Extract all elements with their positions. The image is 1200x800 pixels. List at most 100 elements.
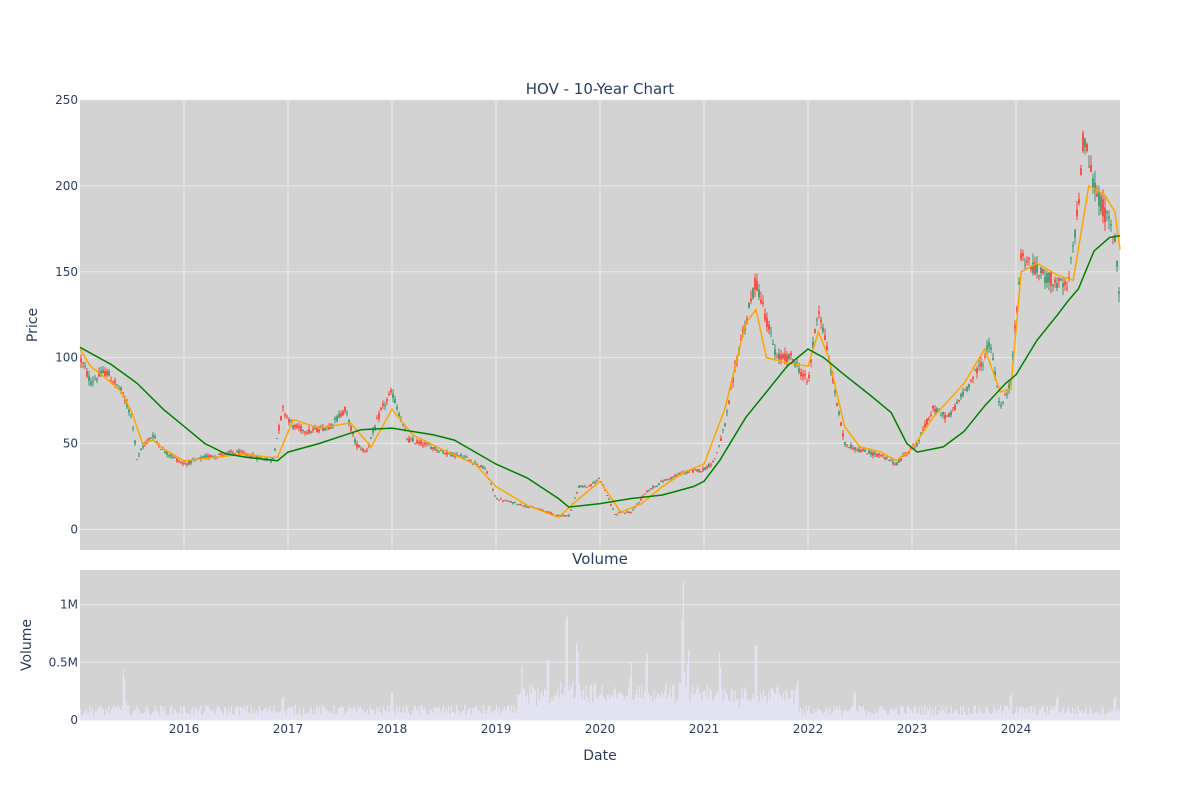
volume-bar <box>533 688 535 720</box>
candle-body <box>464 456 466 458</box>
candle-body <box>176 458 178 462</box>
volume-bar <box>565 618 567 720</box>
volume-bar <box>558 697 560 720</box>
candle-body <box>960 393 962 398</box>
volume-bar <box>850 707 852 720</box>
candle-body <box>278 425 280 431</box>
candle-body <box>522 505 524 507</box>
volume-bar <box>309 708 311 720</box>
volume-bar <box>265 707 267 720</box>
volume-bar <box>1038 709 1040 720</box>
candle-body <box>492 488 494 491</box>
volume-bar <box>489 705 491 720</box>
candle-body <box>1104 207 1106 223</box>
volume-bar <box>1108 712 1110 720</box>
volume-bar <box>448 705 450 720</box>
volume-bars <box>80 582 1120 720</box>
volume-bar <box>742 698 744 720</box>
volume-bar <box>138 708 140 720</box>
candle-body <box>386 399 388 402</box>
volume-bar <box>1061 709 1063 720</box>
candle-body <box>940 415 942 417</box>
candle-body <box>340 413 342 416</box>
volume-bar <box>402 707 404 720</box>
volume-bar <box>908 706 910 720</box>
x-tick-label: 2016 <box>169 722 200 736</box>
candle-body <box>272 457 274 459</box>
volume-bar <box>574 696 576 720</box>
candle-body <box>318 429 320 432</box>
candle-body <box>882 455 884 457</box>
candle-body <box>790 353 792 356</box>
volume-bar <box>506 705 508 720</box>
candle-body <box>526 507 528 508</box>
volume-bar <box>316 705 318 720</box>
volume-bar <box>873 713 875 720</box>
volume-bar <box>253 708 255 720</box>
candle-body <box>618 512 620 514</box>
volume-bar <box>1004 706 1006 720</box>
candle-body <box>912 444 914 446</box>
volume-bar <box>568 690 570 720</box>
volume-bar <box>89 705 91 720</box>
volume-bar <box>541 691 543 720</box>
volume-bar <box>348 706 350 720</box>
candle-body <box>632 509 634 511</box>
volume-bar <box>618 691 620 720</box>
candle-body <box>1056 283 1058 288</box>
volume-bar <box>616 697 618 720</box>
volume-bar <box>249 713 251 720</box>
volume-chart-title: Volume <box>572 550 628 568</box>
volume-bar <box>294 705 296 720</box>
volume-bar <box>672 684 674 720</box>
candle-body <box>606 495 608 496</box>
candle-body <box>772 343 774 345</box>
candle-body <box>862 449 864 452</box>
volume-bar <box>284 710 286 720</box>
volume-bar <box>662 694 664 720</box>
volume-bar <box>653 690 655 720</box>
volume-bar <box>768 692 770 720</box>
volume-bar <box>772 688 774 720</box>
candle-body <box>646 490 648 493</box>
volume-bar <box>994 709 996 720</box>
volume-bar <box>890 709 892 720</box>
volume-bar <box>140 713 142 720</box>
volume-bar <box>637 697 639 720</box>
volume-bar <box>572 681 574 720</box>
volume-bar <box>181 713 183 720</box>
candle-body <box>768 324 770 330</box>
volume-bar <box>124 678 126 720</box>
date-x-tick-labels: 2016 2017 2018 2019 2020 2021 2022 2023 2024 <box>169 722 1032 736</box>
candle-body <box>120 387 122 392</box>
volume-bar <box>794 690 796 720</box>
volume-bar <box>1032 712 1034 720</box>
candle-body <box>112 382 114 384</box>
volume-bar <box>334 714 336 720</box>
volume-bar <box>426 714 428 720</box>
candle-body <box>748 303 750 308</box>
candle-body <box>384 404 386 406</box>
candle-body <box>552 513 554 515</box>
volume-bar <box>676 700 678 720</box>
volume-bar <box>710 691 712 720</box>
volume-bar <box>605 701 607 720</box>
volume-bar <box>666 698 668 720</box>
candle-body <box>348 419 350 424</box>
candle-body <box>910 447 912 450</box>
volume-bar <box>808 705 810 720</box>
candle-body <box>796 362 798 364</box>
candle-body <box>1008 384 1010 390</box>
volume-bar <box>300 714 302 720</box>
volume-bar <box>709 688 711 720</box>
volume-bar <box>624 698 626 720</box>
candle-body <box>292 425 294 429</box>
volume-bar <box>966 715 968 720</box>
candle-body <box>588 485 590 487</box>
volume-bar <box>452 711 454 720</box>
volume-bar <box>1005 707 1007 720</box>
volume-bar <box>706 685 708 720</box>
volume-y-axis-title: Volume <box>19 619 35 671</box>
candle-body <box>334 417 336 420</box>
